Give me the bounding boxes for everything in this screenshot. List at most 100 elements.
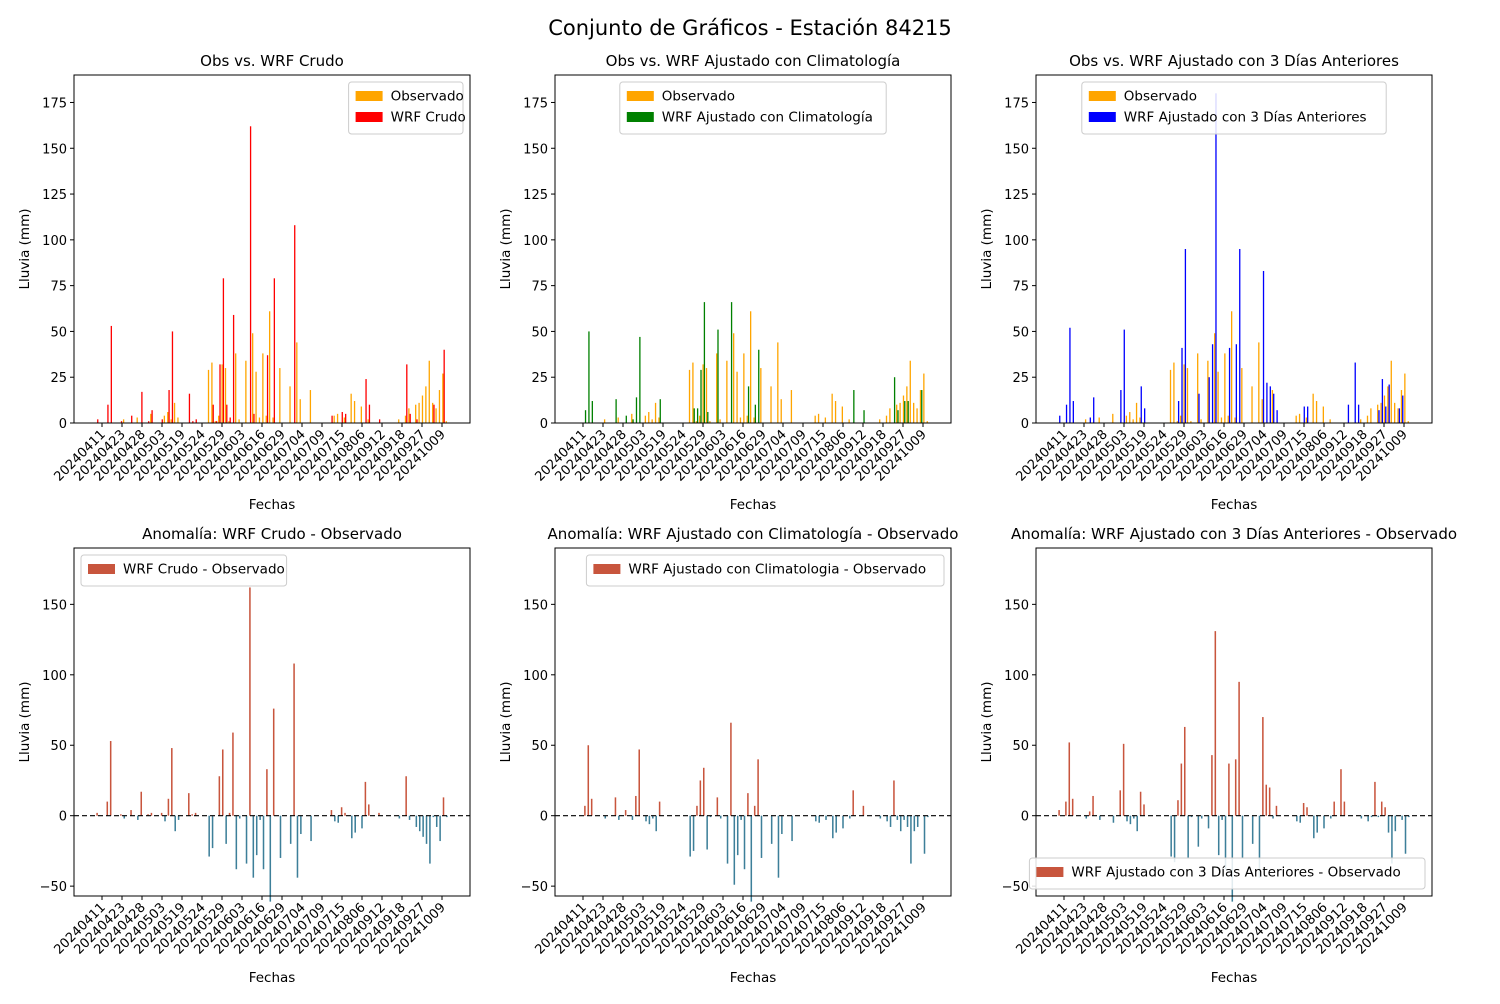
bar-observado — [398, 419, 400, 423]
bar-anomaly-positive — [228, 812, 231, 816]
bar-anomaly-negative — [351, 815, 353, 839]
bar-wrf — [1181, 347, 1183, 423]
bar-anomaly-positive — [120, 814, 122, 816]
bar-anomaly-negative — [781, 815, 783, 835]
bar-observado — [617, 417, 619, 423]
bar-observado — [428, 360, 430, 423]
bar-observado — [885, 415, 888, 423]
bar-anomaly-negative — [354, 815, 356, 833]
bar-observado — [631, 413, 633, 423]
bar-observado — [163, 415, 166, 423]
bar-wrf — [215, 421, 218, 423]
bar-anomaly-negative — [334, 815, 336, 822]
bar-anomaly-negative — [777, 815, 780, 878]
bar-observado — [1234, 417, 1236, 423]
bar-wrf — [192, 421, 194, 423]
bar-anomaly-positive — [442, 797, 445, 816]
bar-wrf — [195, 419, 197, 423]
bar-anomaly-negative — [435, 815, 438, 827]
bar-observado — [221, 364, 223, 423]
bar-wrf — [443, 349, 445, 423]
legend-entry: WRF Ajustado con Climatología — [662, 110, 873, 126]
bar-anomaly-positive — [716, 797, 719, 816]
bar-observado — [709, 421, 711, 423]
bar-observado — [177, 417, 179, 423]
bar-anomaly-negative — [692, 815, 695, 851]
bar-anomaly-positive — [852, 790, 854, 816]
bar-anomaly-positive — [1065, 801, 1067, 816]
legend-swatch — [626, 91, 654, 101]
bar-observado — [716, 353, 718, 423]
bar-anomaly-positive — [147, 814, 149, 816]
bar-observado — [1404, 373, 1406, 423]
bar-anomaly-negative — [255, 815, 258, 856]
bar-anomaly-positive — [1122, 743, 1125, 816]
bar-anomaly-positive — [167, 798, 170, 816]
bar-anomaly-negative — [910, 815, 912, 864]
legend-entry: WRF Crudo - Observado — [123, 562, 285, 578]
bar-anomaly-negative — [886, 815, 888, 822]
bar-wrf — [1378, 410, 1380, 423]
legend-swatch — [1088, 112, 1116, 122]
bar-anomaly-positive — [584, 805, 586, 816]
bar-observado — [899, 402, 901, 423]
bar-anomaly-positive — [96, 812, 98, 816]
bar-anomaly-positive — [638, 749, 640, 816]
bar-wrf — [273, 278, 276, 423]
y-tick-label: 150 — [42, 142, 67, 157]
legend-entry: WRF Ajustado con 3 Días Anteriores — [1124, 110, 1367, 126]
bar-wrf — [1140, 386, 1142, 423]
bar-observado — [651, 419, 653, 423]
bar-observado — [780, 399, 782, 423]
bar-anomaly-positive — [1268, 787, 1271, 816]
bar-anomaly-negative — [1197, 815, 1200, 847]
bar-observado — [235, 353, 237, 423]
bar-anomaly-positive — [232, 732, 234, 816]
legend-frame — [619, 81, 887, 135]
legend-swatch — [1036, 867, 1064, 877]
y-tick-label: 0 — [1021, 417, 1029, 432]
bar-observado — [268, 311, 271, 423]
bar-observado — [170, 419, 172, 423]
y-tick-label: 150 — [523, 142, 548, 157]
bar-anomaly-negative — [913, 815, 916, 832]
bar-anomaly-positive — [1088, 811, 1091, 816]
bar-wrf — [226, 404, 228, 423]
bar-observado — [913, 402, 915, 423]
bar-anomaly-negative — [733, 815, 736, 885]
bar-observado — [224, 368, 227, 423]
bar-wrf — [1235, 344, 1238, 423]
y-tick-label: 0 — [59, 417, 67, 432]
bar-anomaly-positive — [1180, 763, 1183, 816]
bar-anomaly-negative — [1330, 815, 1332, 819]
bar-wrf — [222, 278, 225, 423]
bar-anomaly-negative — [439, 815, 441, 842]
bar-observado — [228, 421, 230, 423]
bar-observado — [702, 364, 704, 423]
bar-wrf — [212, 404, 214, 423]
bar-anomaly-positive — [249, 587, 251, 816]
bar-anomaly-positive — [1071, 798, 1074, 816]
bar-observado — [438, 390, 441, 423]
bar-anomaly-positive — [699, 780, 702, 816]
bar-wrf — [584, 410, 587, 423]
bar-anomaly-positive — [106, 801, 109, 816]
bar-anomaly-negative — [923, 815, 926, 854]
bar-wrf — [416, 419, 418, 423]
bar-observado — [699, 415, 701, 423]
bar-observado — [1397, 408, 1399, 423]
bar-wrf — [693, 408, 695, 423]
bar-wrf — [1303, 406, 1305, 423]
plot-frame — [554, 74, 952, 424]
bar-anomaly-negative — [1187, 815, 1189, 858]
bar-observado — [1139, 417, 1141, 423]
bar-anomaly-negative — [1408, 815, 1410, 818]
bar-anomaly-positive — [1183, 726, 1186, 816]
bar-observado — [1394, 402, 1396, 423]
bar-wrf — [120, 421, 123, 423]
bar-observado — [279, 368, 281, 423]
bar-anomaly-positive — [1275, 805, 1278, 816]
bar-anomaly-negative — [174, 815, 176, 832]
bar-observado — [211, 362, 213, 423]
bar-anomaly-negative — [289, 815, 292, 844]
